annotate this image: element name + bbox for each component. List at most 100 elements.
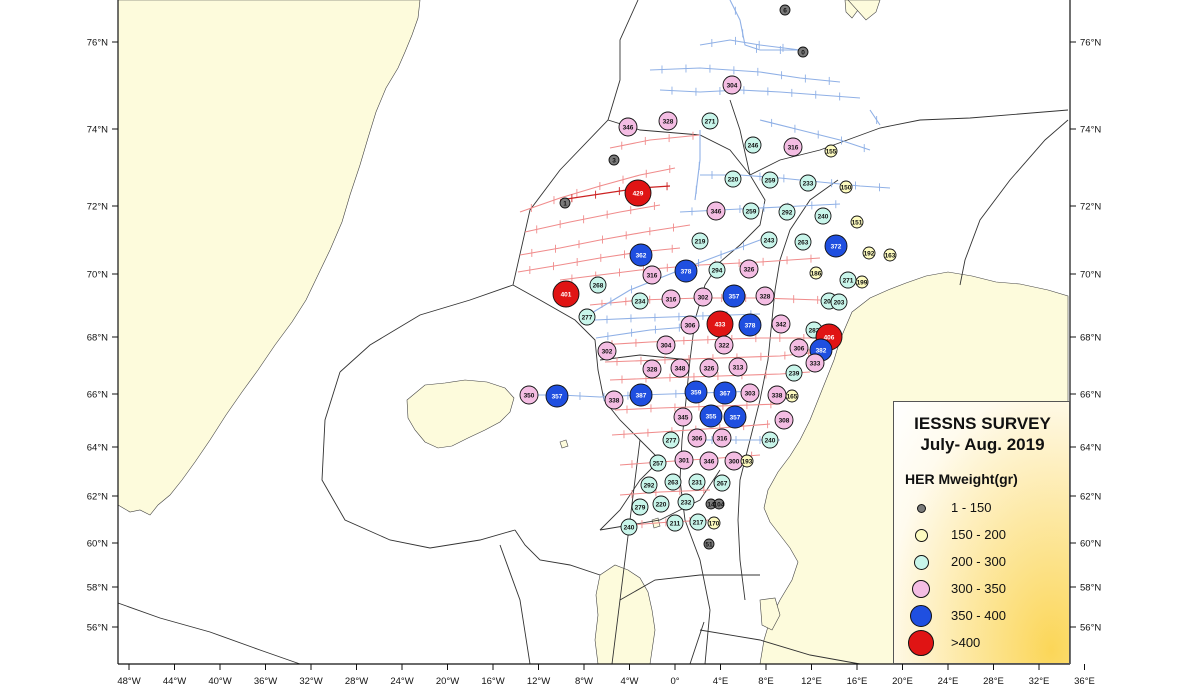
station-label: 233 [803, 180, 814, 187]
station-circle [701, 112, 719, 130]
station-circle [642, 265, 662, 285]
lon-label: 16°W [481, 676, 504, 687]
station-label: 192 [864, 250, 875, 257]
station-circle [684, 380, 708, 404]
station-label: 342 [776, 321, 787, 328]
station-circle [652, 495, 670, 513]
station-label: 378 [681, 268, 692, 275]
station-circle [693, 287, 713, 307]
station-label: 271 [705, 118, 716, 125]
station-label: 350 [524, 392, 535, 399]
legend-label: 150 - 200 [951, 527, 1006, 542]
station-marker: 292 [778, 203, 796, 221]
station-label: 220 [656, 501, 667, 508]
station-marker: 333 [805, 353, 825, 373]
lat-label-right: 60°N [1080, 539, 1101, 550]
station-label: 151 [852, 219, 863, 226]
station-label: 277 [582, 314, 593, 321]
station-marker: 378 [738, 313, 762, 337]
station-marker: 303 [740, 383, 760, 403]
station-marker: 326 [739, 259, 759, 279]
station-marker: 268 [589, 276, 607, 294]
station-marker: 192 [862, 246, 876, 260]
station-label: 163 [885, 252, 896, 259]
legend-symbol [913, 554, 929, 570]
station-circle [814, 207, 832, 225]
station-circle [723, 405, 747, 429]
station-circle [649, 454, 667, 472]
station-label: 333 [810, 360, 821, 367]
station-label: 346 [704, 458, 715, 465]
station-marker: 372 [824, 234, 848, 258]
station-marker: 211 [666, 514, 684, 532]
legend-symbol [916, 503, 926, 513]
station-label: 433 [715, 321, 726, 328]
station-circle [688, 473, 706, 491]
station-circle [855, 275, 869, 289]
lat-label-left: 72°N [87, 202, 108, 213]
station-circle [799, 174, 817, 192]
station-marker: 240 [761, 431, 779, 449]
station-circle [608, 154, 620, 166]
station-marker: 316 [712, 428, 732, 448]
station-label: 243 [764, 237, 775, 244]
station-label: 257 [653, 460, 664, 467]
latitude-labels: 76°N 76°N 74°N 74°N 72°N 72°N 70°N 70°N 68°N 68°N… [87, 38, 1102, 634]
station-label: 348 [675, 365, 686, 372]
station-label: 193 [742, 458, 753, 465]
station-circle [713, 381, 737, 405]
station-circle [662, 431, 680, 449]
legend-item: 350 - 400 [894, 604, 1071, 628]
lat-label-left: 70°N [87, 270, 108, 281]
station-marker: 300 [724, 451, 744, 471]
station-marker: 151 [850, 215, 864, 229]
station-marker: 338 [604, 390, 624, 410]
station-marker: 186 [809, 266, 823, 280]
track-10 [611, 423, 771, 436]
station-marker: 292 [640, 476, 658, 494]
station-circle [519, 385, 539, 405]
station-circle [783, 137, 803, 157]
station-circle [722, 75, 742, 95]
lat-label-right: 58°N [1080, 583, 1101, 594]
station-label: 303 [745, 390, 756, 397]
station-marker: 306 [687, 428, 707, 448]
lon-label: 16°E [847, 676, 868, 687]
station-label: 387 [636, 392, 647, 399]
legend-item: 200 - 300 [894, 550, 1071, 574]
station-circle [691, 232, 709, 250]
station-circle [670, 358, 690, 378]
lon-label: 28°W [345, 676, 368, 687]
legend-symbol [908, 630, 934, 656]
station-circle [771, 314, 791, 334]
station-label: 104 [714, 501, 725, 508]
boundary-10 [599, 459, 661, 531]
station-label: 219 [695, 238, 706, 245]
station-marker: 316 [642, 265, 662, 285]
station-marker: 220 [724, 170, 742, 188]
station-circle [578, 308, 596, 326]
station-label: 316 [666, 296, 677, 303]
station-marker: 328 [642, 359, 662, 379]
boundary-1 [339, 284, 514, 373]
station-circle [740, 454, 754, 468]
station-label: 199 [857, 279, 868, 286]
lat-label-right: 66°N [1080, 390, 1101, 401]
station-marker: 165 [785, 389, 799, 403]
boundary-6 [749, 109, 1069, 176]
station-circle [774, 410, 794, 430]
station-label: 150 [841, 184, 852, 191]
station-label: 14 [707, 501, 715, 508]
station-circle [785, 389, 799, 403]
station-marker: 433 [706, 310, 734, 338]
station-marker: 267 [713, 474, 731, 492]
station-marker: 240 [814, 207, 832, 225]
station-label: 240 [818, 213, 829, 220]
station-circle [714, 335, 734, 355]
lon-label: 0° [670, 676, 679, 687]
station-marker: 328 [755, 286, 775, 306]
station-circle [761, 431, 779, 449]
station-marker: 51 [703, 538, 715, 550]
station-label: 357 [552, 393, 563, 400]
station-circle [712, 428, 732, 448]
